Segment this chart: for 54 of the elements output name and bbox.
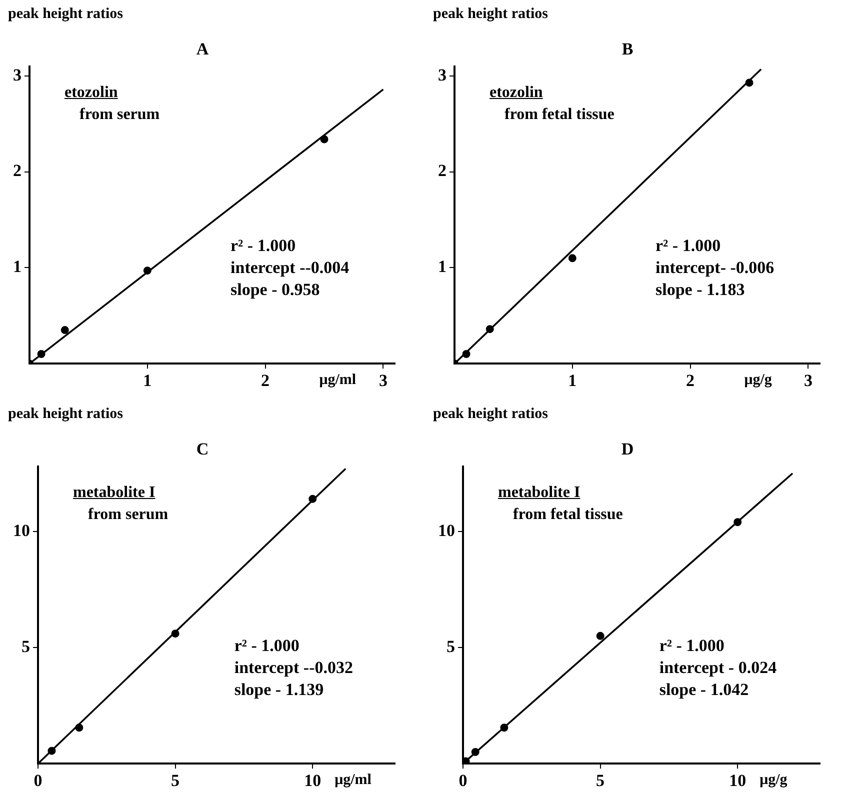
annotation: from fetal tissue (504, 106, 614, 124)
y-tick-label: 1 (438, 257, 446, 276)
annotation: etozolin (490, 84, 543, 102)
y-axis-title: peak height ratios (433, 406, 548, 423)
annotation: metabolite I (73, 484, 156, 502)
annotation: etozolin (64, 84, 118, 102)
annotation: from serum (80, 106, 160, 124)
annotation: slope - 1.183 (656, 280, 745, 300)
y-axis-title: peak height ratios (8, 406, 124, 423)
x-axis-title: μg/g (744, 372, 772, 389)
chart-title: B (622, 40, 634, 59)
annotation: from serum (88, 506, 168, 524)
y-axis-title: peak height ratios (8, 6, 124, 23)
y-tick-label: 2 (13, 161, 22, 180)
x-tick-label: 5 (171, 771, 180, 790)
x-axis-title: μg/ml (334, 772, 372, 789)
chart-title: A (196, 40, 210, 59)
y-tick-label: 10 (438, 520, 455, 540)
annotation: intercept- -0.006 (656, 258, 774, 278)
x-axis-title: μg/g (760, 772, 788, 789)
annotation: intercept --0.032 (234, 658, 353, 678)
y-tick-label: 5 (22, 636, 30, 656)
x-tick-label: 10 (304, 771, 322, 790)
x-axis-title: μg/ml (319, 372, 356, 389)
annotation: r² - 1.000 (656, 236, 721, 256)
annotation: slope - 1.139 (234, 680, 324, 700)
annotation: intercept --0.004 (230, 258, 350, 278)
x-tick-label: 10 (729, 771, 746, 790)
x-tick-label: 0 (34, 771, 42, 790)
y-tick-label: 3 (13, 65, 22, 84)
y-axis-title: peak height ratios (433, 6, 548, 23)
annotation: r² - 1.000 (234, 636, 300, 656)
x-tick-label: 5 (596, 771, 605, 790)
x-tick-label: 3 (378, 371, 388, 390)
annotation: metabolite I (498, 484, 580, 502)
x-tick-label: 3 (804, 371, 812, 390)
chart-title: D (621, 440, 634, 459)
y-tick-label: 1 (13, 257, 22, 276)
y-tick-label: 10 (13, 520, 30, 540)
annotation: slope - 0.958 (230, 280, 320, 300)
x-tick-label: 1 (568, 371, 577, 390)
annotation: from fetal tissue (513, 506, 623, 524)
y-tick-label: 5 (446, 636, 455, 656)
annotation: r² - 1.000 (230, 236, 296, 256)
y-tick-label: 3 (438, 65, 446, 84)
chart-title: C (196, 440, 209, 459)
x-tick-label: 1 (143, 371, 152, 390)
annotation: r² - 1.000 (659, 636, 724, 656)
x-tick-label: 0 (458, 771, 468, 790)
x-tick-label: 2 (261, 371, 270, 390)
annotation: intercept - 0.024 (659, 658, 777, 678)
annotation: slope - 1.042 (659, 680, 749, 700)
x-tick-label: 2 (686, 371, 695, 390)
y-tick-label: 2 (438, 161, 446, 180)
